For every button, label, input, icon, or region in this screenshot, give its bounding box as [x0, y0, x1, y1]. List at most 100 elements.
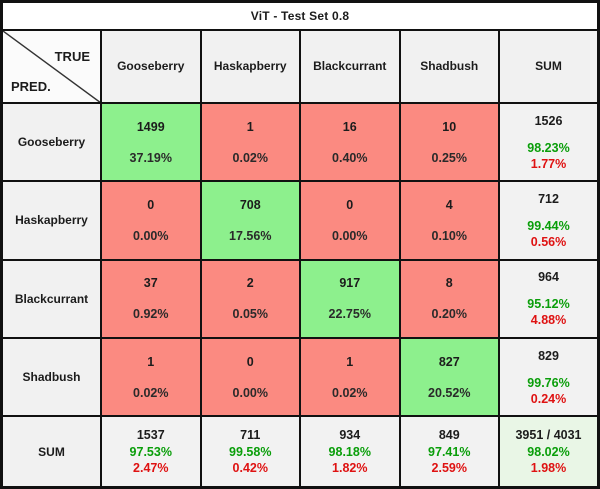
row-sum-count: 964 [538, 270, 559, 285]
row-label-gooseberry: Gooseberry [0, 101, 102, 183]
grand-total-accuracy: 98.02% [527, 445, 570, 460]
col-sum-cell: 934 98.18% 1.82% [299, 415, 401, 489]
matrix-cell: 827 20.52% [398, 336, 500, 418]
cell-percent: 0.20% [431, 307, 467, 322]
row-sum-error: 0.56% [530, 234, 567, 249]
chart-title: ViT - Test Set 0.8 [0, 0, 600, 31]
cell-count: 917 [339, 276, 361, 291]
row-sum-error: 1.77% [530, 156, 567, 171]
cell-percent: 0.02% [332, 385, 368, 400]
col-sum-error: 2.47% [133, 461, 169, 476]
cell-count: 0 [246, 354, 254, 369]
matrix-cell: 917 22.75% [299, 258, 401, 339]
row-label-shadbush: Shadbush [0, 336, 102, 418]
cell-percent: 0.00% [232, 385, 268, 400]
matrix-cell: 4 0.10% [398, 180, 500, 261]
cell-percent: 0.05% [232, 307, 268, 322]
cell-percent: 0.25% [431, 150, 467, 165]
row-sum-cell: 1526 98.23% 1.77% [498, 101, 600, 183]
row-label-sum: SUM [0, 415, 102, 489]
col-sum-cell: 1537 97.53% 2.47% [100, 415, 202, 489]
row-sum-precision: 99.44% [527, 218, 570, 233]
row-sum-precision: 98.23% [527, 140, 570, 155]
row-sum-cell: 829 99.76% 0.24% [498, 336, 600, 418]
row-sum-error: 0.24% [530, 391, 567, 406]
cell-percent: 0.92% [133, 307, 169, 322]
cell-percent: 20.52% [428, 385, 471, 400]
column-header-gooseberry: Gooseberry [100, 28, 202, 104]
grand-total-count: 3951 / 4031 [515, 428, 582, 443]
column-header-shadbush: Shadbush [398, 28, 500, 104]
cell-count: 1 [147, 354, 155, 369]
pred-axis-label: PRED. [11, 78, 51, 94]
row-sum-error: 4.88% [530, 313, 567, 328]
cell-percent: 37.19% [129, 150, 172, 165]
cell-percent: 0.10% [431, 228, 467, 243]
row-sum-count: 829 [538, 348, 559, 363]
true-axis-label: TRUE [54, 48, 90, 64]
cell-count: 37 [143, 276, 158, 291]
grand-total-cell: 3951 / 4031 98.02% 1.98% [498, 415, 600, 489]
matrix-cell: 8 0.20% [398, 258, 500, 339]
col-sum-count: 934 [339, 428, 361, 443]
cell-count: 0 [346, 197, 354, 212]
cell-percent: 0.02% [133, 385, 169, 400]
matrix-cell: 708 17.56% [199, 180, 301, 261]
axis-corner-cell: TRUE PRED. [0, 28, 102, 104]
column-header-sum: SUM [498, 28, 600, 104]
col-sum-count: 711 [240, 428, 261, 443]
cell-count: 16 [342, 119, 357, 134]
cell-count: 8 [445, 276, 453, 291]
cell-percent: 0.40% [332, 150, 368, 165]
col-sum-error: 1.82% [332, 461, 368, 476]
matrix-cell: 0 0.00% [199, 336, 301, 418]
col-sum-recall: 98.18% [328, 445, 371, 460]
column-header-blackcurrant: Blackcurrant [299, 28, 401, 104]
col-sum-recall: 97.41% [428, 445, 471, 460]
col-sum-count: 1537 [136, 428, 165, 443]
matrix-cell: 10 0.25% [398, 101, 500, 183]
row-label-haskapberry: Haskapberry [0, 180, 102, 261]
row-sum-count: 712 [538, 191, 559, 206]
cell-count: 1499 [136, 119, 165, 134]
row-sum-precision: 95.12% [527, 297, 570, 312]
cell-count: 10 [442, 119, 457, 134]
col-sum-error: 2.59% [431, 461, 467, 476]
row-sum-cell: 712 99.44% 0.56% [498, 180, 600, 261]
matrix-cell: 1499 37.19% [100, 101, 202, 183]
col-sum-recall: 97.53% [129, 445, 172, 460]
matrix-cell: 1 0.02% [100, 336, 202, 418]
grand-total-error: 1.98% [530, 461, 567, 476]
col-sum-cell: 849 97.41% 2.59% [398, 415, 500, 489]
column-header-haskapberry: Haskapberry [199, 28, 301, 104]
cell-count: 1 [346, 354, 354, 369]
matrix-cell: 37 0.92% [100, 258, 202, 339]
cell-percent: 0.00% [133, 228, 169, 243]
matrix-cell: 16 0.40% [299, 101, 401, 183]
row-sum-count: 1526 [534, 113, 563, 128]
cell-count: 708 [239, 197, 261, 212]
col-sum-cell: 711 99.58% 0.42% [199, 415, 301, 489]
cell-count: 0 [147, 197, 155, 212]
cell-count: 2 [246, 276, 254, 291]
cell-count: 827 [438, 354, 460, 369]
col-sum-error: 0.42% [232, 461, 268, 476]
cell-percent: 17.56% [229, 228, 272, 243]
matrix-cell: 2 0.05% [199, 258, 301, 339]
cell-count: 4 [445, 197, 453, 212]
diagonal-divider [3, 31, 100, 102]
row-sum-cell: 964 95.12% 4.88% [498, 258, 600, 339]
matrix-cell: 1 0.02% [299, 336, 401, 418]
cell-percent: 0.02% [232, 150, 268, 165]
row-sum-precision: 99.76% [527, 375, 570, 390]
matrix-cell: 0 0.00% [100, 180, 202, 261]
cell-percent: 22.75% [328, 307, 371, 322]
cell-percent: 0.00% [332, 228, 368, 243]
matrix-cell: 0 0.00% [299, 180, 401, 261]
col-sum-recall: 99.58% [229, 445, 272, 460]
matrix-cell: 1 0.02% [199, 101, 301, 183]
row-label-blackcurrant: Blackcurrant [0, 258, 102, 339]
cell-count: 1 [246, 119, 254, 134]
col-sum-count: 849 [438, 428, 460, 443]
